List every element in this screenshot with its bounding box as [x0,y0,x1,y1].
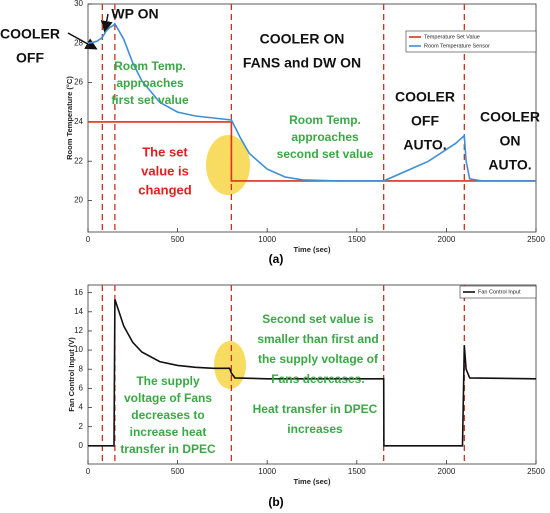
annotation: WP ON [111,6,158,22]
annotation: increases [287,422,343,436]
annotation: COOLER [395,89,455,105]
annotation: Room Temp. [289,113,361,127]
y-tick-label: 22 [74,156,83,165]
y-tick-label: 0 [79,441,84,450]
y-tick-label: 24 [74,117,83,126]
x-tick-label: 2500 [527,467,545,476]
annotation: the supply voltage of [258,352,379,366]
x-tick-label: 1500 [348,467,366,476]
x-tick-label: 2500 [527,235,545,244]
annotation: Fans decreases. [271,372,364,386]
x-tick-label: 1000 [258,235,276,244]
legend-box [405,30,537,53]
annotation: approaches [116,76,184,90]
caption: (b) [268,495,283,509]
y-axis-label: Fan Control Input (V) [67,337,76,412]
annotation: The set [142,144,188,159]
y-tick-label: 20 [74,196,83,205]
annotation: COOLER [480,109,540,125]
data-line [88,22,536,182]
y-tick-label: 2 [79,422,84,431]
y-tick-label: 14 [74,307,83,316]
x-tick-label: 1000 [258,467,276,476]
y-tick-label: 26 [74,78,83,87]
legend-box [459,285,537,299]
annotation: FANS and DW ON [243,55,361,71]
highlight [206,135,250,195]
caption: (a) [269,252,284,266]
y-tick-label: 28 [74,38,83,47]
y-tick-label: 8 [79,364,84,373]
y-axis-label: Room Temperature (°C) [65,76,74,160]
y-tick-label: 16 [74,288,83,297]
annotation: value is [141,163,189,178]
annotation: smaller than first and [257,332,378,346]
x-tick-label: 0 [86,467,91,476]
y-tick-label: 12 [74,326,83,335]
x-tick-label: 500 [171,235,185,244]
annotation: ON [500,133,521,149]
y-tick-label: 10 [74,345,83,354]
annotation: OFF [411,113,439,129]
annotation: AUTO. [488,157,531,173]
plot-area [87,284,537,465]
x-tick-label: 2000 [438,467,456,476]
annotation: COOLER [0,26,60,42]
x-tick-label: 1500 [348,235,366,244]
annotation: first set value [111,93,189,107]
data-line [88,299,536,447]
legend-label: Fan Control Input [478,289,521,295]
annotation: Second set value is [262,312,374,326]
annotation: The supply [136,374,200,388]
legend-label: Temperature Set Value [424,34,480,40]
x-axis-label: Time (sec) [294,245,331,254]
annotation: second set value [277,147,374,161]
x-tick-label: 500 [171,467,185,476]
annotation: Heat transfer in DPEC [253,402,378,416]
annotation: AUTO. [403,137,446,153]
annotation: COOLER ON [260,31,345,47]
annotation: changed [138,182,192,197]
annotation: approaches [291,130,359,144]
x-axis-label: Time (sec) [294,477,331,486]
annotation: increase heat [130,425,207,439]
annotation: OFF [16,50,44,66]
highlight [214,341,246,389]
annotation: voltage of Fans [124,391,212,405]
y-tick-label: 4 [79,403,84,412]
y-tick-label: 30 [74,0,83,8]
legend-label: Room Temperature Sensor [424,43,490,49]
x-tick-label: 0 [86,235,91,244]
x-tick-label: 2000 [438,235,456,244]
y-tick-label: 6 [79,383,84,392]
annotation: decreases to [131,408,204,422]
plot-area [87,3,537,233]
arrow [67,32,98,50]
annotation: transfer in DPEC [120,442,216,456]
arrow [100,13,113,33]
annotation: Room Temp. [114,59,186,73]
